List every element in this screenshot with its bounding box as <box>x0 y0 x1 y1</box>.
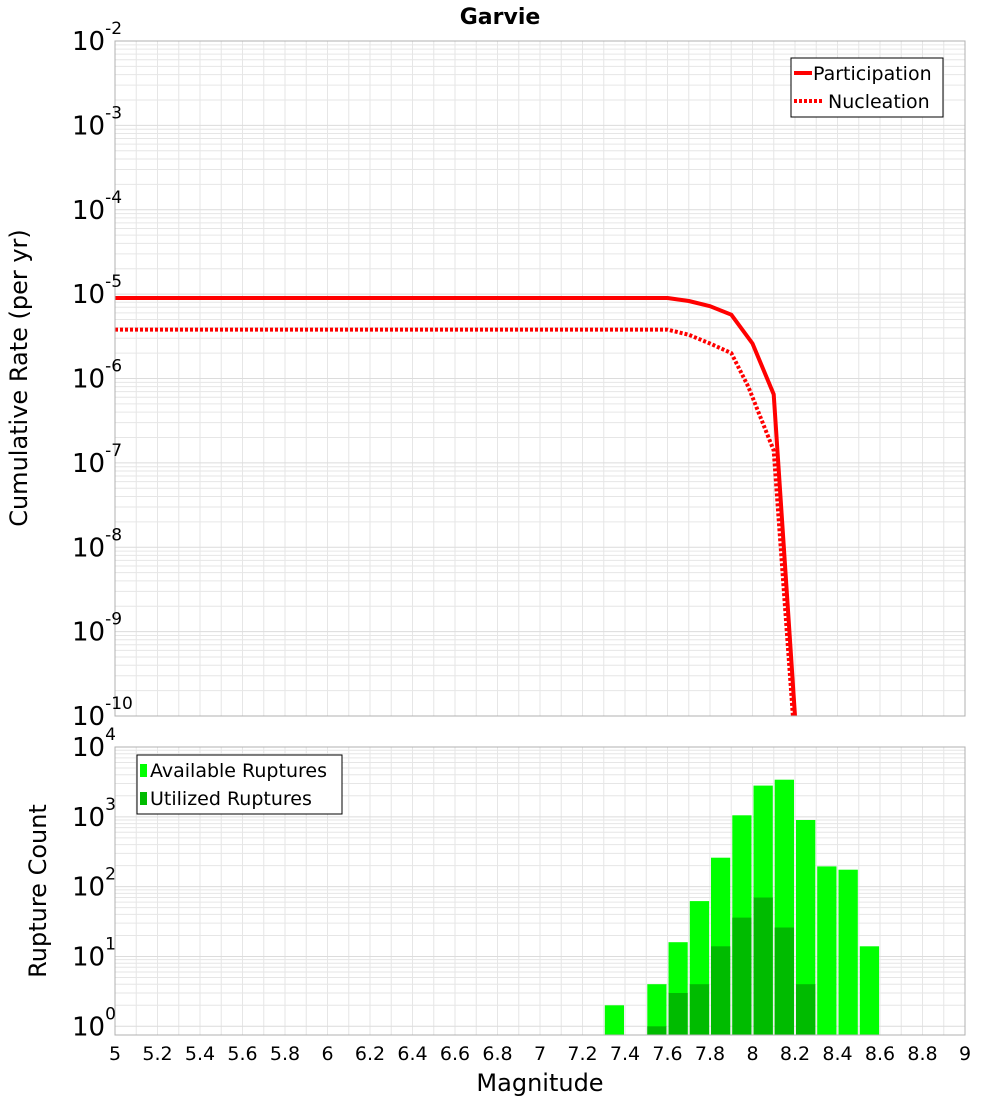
count-plot-y-label: Rupture Count <box>24 804 52 978</box>
legend-box-counts <box>136 754 343 815</box>
x-tick-label: 7.8 <box>695 1043 725 1065</box>
x-tick-label: 5 <box>109 1043 121 1065</box>
x-tick-label: 6.2 <box>355 1043 385 1065</box>
rate-plot-legend: Participation Nucleation <box>790 57 944 118</box>
y-tick-label: 10-10 <box>72 694 133 732</box>
y-tick-label: 103 <box>72 795 116 833</box>
x-tick-label: 7 <box>534 1043 546 1065</box>
rate-plot-y-label: Cumulative Rate (per yr) <box>5 229 33 527</box>
bar-available <box>604 1005 624 1035</box>
x-tick-label: 6.4 <box>397 1043 427 1065</box>
legend-label-nucleation: Nucleation <box>828 91 930 113</box>
count-plot-legend: Available Ruptures Utilized Ruptures <box>136 754 343 815</box>
chart-title: Garvie <box>460 5 541 30</box>
x-tick-label: 6.8 <box>482 1043 512 1065</box>
legend-swatch-utilized <box>140 792 147 805</box>
x-tick-label: 8.8 <box>907 1043 937 1065</box>
x-axis-label: Magnitude <box>476 1069 603 1097</box>
legend-box <box>790 57 944 118</box>
x-tick-label: 5.6 <box>227 1043 257 1065</box>
bar-utilized <box>774 927 794 1035</box>
x-tick-label: 7.2 <box>567 1043 597 1065</box>
bar-available <box>817 866 837 1035</box>
legend-label-utilized: Utilized Ruptures <box>150 788 312 810</box>
x-tick-label: 5.2 <box>142 1043 172 1065</box>
series-line-nucleation <box>115 327 795 717</box>
series-line-participation <box>115 296 797 717</box>
legend-label-available: Available Ruptures <box>150 760 327 782</box>
count-plot-x-ticks: 5 5.2 5.4 5.6 5.8 6 6.2 6.4 6.6 6.8 7 7.2 7.4 7.6 7.8 8… <box>109 1043 971 1065</box>
x-tick-label: 8 <box>746 1043 758 1065</box>
x-tick-label: 5.8 <box>270 1043 300 1065</box>
x-tick-label: 9 <box>959 1043 971 1065</box>
bar-utilized <box>647 1026 667 1035</box>
x-tick-label: 5.4 <box>185 1043 215 1065</box>
bar-utilized <box>668 993 688 1035</box>
x-tick-label: 6.6 <box>440 1043 470 1065</box>
bar-utilized <box>711 946 731 1035</box>
x-tick-label: 8.2 <box>780 1043 810 1065</box>
bar-available <box>796 820 816 1035</box>
x-tick-label: 7.6 <box>652 1043 682 1065</box>
rate-plot-grid <box>114 41 966 717</box>
bar-utilized <box>732 917 752 1035</box>
y-tick-label: 101 <box>72 934 116 972</box>
count-plot-bars <box>604 779 880 1035</box>
rate-plot-frame <box>114 40 966 717</box>
legend-label-participation: Participation <box>813 63 932 85</box>
bar-available <box>838 869 858 1035</box>
bar-utilized <box>753 897 773 1035</box>
count-plot-frame <box>114 746 966 1036</box>
bar-available <box>647 984 667 1035</box>
x-tick-label: 6 <box>321 1043 333 1065</box>
bar-utilized <box>689 984 710 1035</box>
y-tick-label: 100 <box>72 1004 116 1042</box>
legend-swatch-available <box>140 764 147 777</box>
bar-available <box>859 946 880 1035</box>
x-tick-label: 8.4 <box>822 1043 852 1065</box>
x-tick-label: 8.6 <box>865 1043 895 1065</box>
rate-plot-series <box>115 296 797 717</box>
x-tick-label: 7.4 <box>610 1043 640 1065</box>
y-tick-label: 102 <box>72 865 116 903</box>
bar-utilized <box>796 984 816 1035</box>
